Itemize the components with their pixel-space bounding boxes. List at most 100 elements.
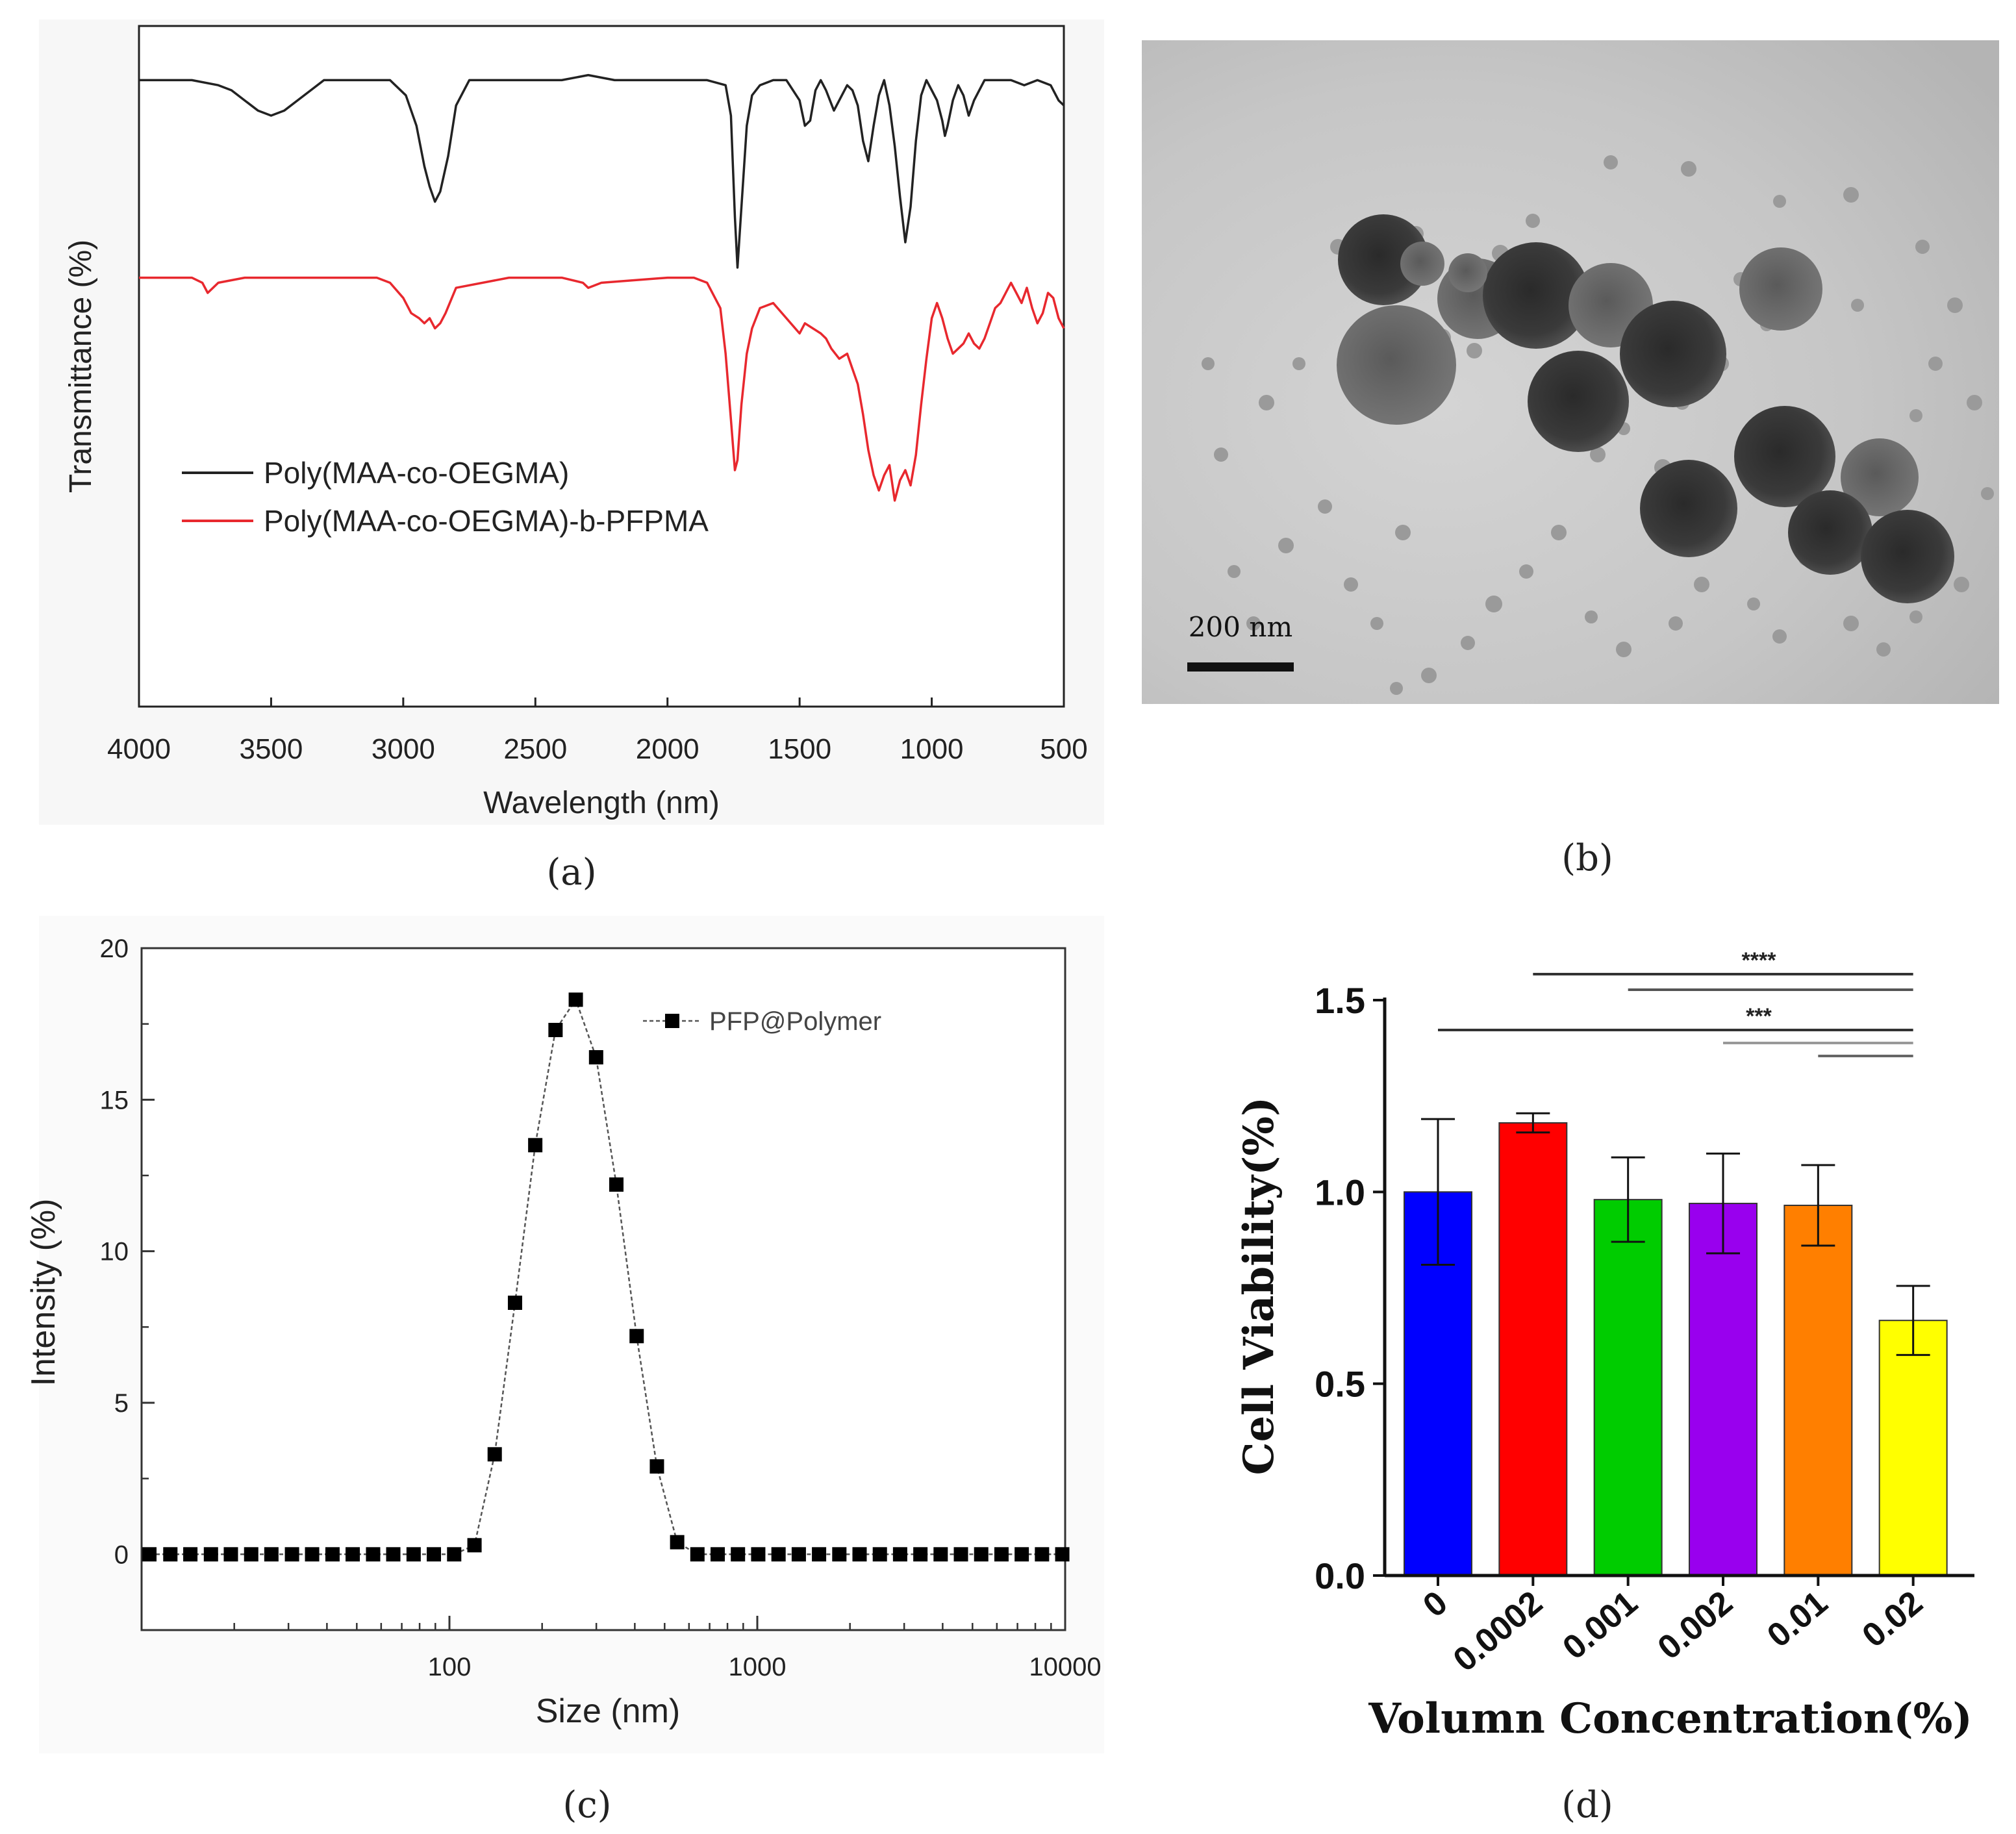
small-particle — [1344, 577, 1358, 592]
x-tick-label: 4000 — [107, 733, 171, 765]
panel-a-ftir-chart: 4000 3500 3000 2500 2000 1500 1000 500 Poly(MAA… — [39, 19, 1104, 894]
small-particle — [1370, 617, 1383, 630]
data-point — [305, 1547, 320, 1562]
data-point — [183, 1547, 198, 1562]
data-point — [812, 1547, 827, 1562]
data-point — [994, 1547, 1009, 1562]
panel-a-x-axis-label: Wavelength (nm) — [483, 786, 720, 820]
small-particle — [1909, 610, 1922, 623]
data-point — [366, 1547, 381, 1562]
panel-b-tem-image: 200 nm (b) — [1142, 40, 1999, 879]
x-tick-label: 10000 — [1029, 1653, 1101, 1681]
data-point — [872, 1547, 887, 1562]
y-tick-label: 0.0 — [1315, 1555, 1365, 1596]
data-point — [609, 1177, 624, 1192]
small-particle — [1694, 577, 1709, 592]
small-particle — [1928, 357, 1943, 371]
small-particle — [1590, 447, 1606, 462]
data-point — [913, 1547, 928, 1562]
y-tick-label: 0.5 — [1315, 1364, 1365, 1405]
y-tick-label: 0 — [114, 1540, 129, 1569]
large-particle — [1788, 490, 1872, 575]
small-particle — [1421, 668, 1437, 683]
small-particle — [1616, 642, 1632, 657]
small-particle — [1954, 577, 1969, 592]
x-tick-label: 1000 — [900, 733, 964, 765]
data-point — [223, 1547, 238, 1562]
y-tick-label: 1.5 — [1315, 980, 1365, 1021]
data-point — [852, 1547, 867, 1562]
x-tick-label-0.01: 0.01 — [1760, 1584, 1835, 1655]
y-tick-label: 20 — [100, 935, 129, 963]
large-particle — [1448, 253, 1487, 292]
small-particle — [1585, 610, 1598, 623]
small-particle — [1981, 487, 1994, 500]
small-particle — [1915, 240, 1930, 254]
small-particle — [1461, 636, 1475, 650]
small-particle — [1947, 297, 1963, 313]
data-point — [284, 1547, 299, 1562]
x-tick-label-0: 0 — [1416, 1584, 1454, 1625]
data-point — [649, 1459, 664, 1474]
data-point — [791, 1547, 806, 1562]
panel-d-x-axis-label: Volumn Concentration(%) — [1368, 1694, 1972, 1743]
data-point — [953, 1547, 968, 1562]
x-tick-label-0.002: 0.002 — [1651, 1584, 1740, 1667]
small-particle — [1228, 565, 1241, 578]
data-point — [832, 1547, 847, 1562]
small-particle — [1909, 409, 1922, 422]
small-particle — [1526, 214, 1540, 228]
small-particle — [1843, 187, 1859, 203]
data-point — [244, 1547, 258, 1562]
panel-c-y-axis-label: Intensity (%) — [25, 1199, 62, 1387]
data-point — [731, 1547, 746, 1562]
large-particle — [1734, 406, 1835, 507]
data-point — [487, 1447, 502, 1462]
data-point — [629, 1329, 644, 1344]
small-particle — [1202, 357, 1215, 370]
x-tick-label-0.0002: 0.0002 — [1446, 1584, 1550, 1679]
small-particle — [1669, 616, 1683, 631]
x-tick-label: 500 — [1040, 733, 1087, 765]
x-tick-label-0.02: 0.02 — [1856, 1584, 1930, 1655]
scale-bar-label: 200 nm — [1189, 611, 1292, 643]
large-particle — [1841, 438, 1919, 516]
legend-label-1: Poly(MAA-co-OEGMA) — [264, 456, 569, 490]
small-particle — [1843, 616, 1859, 631]
panel-d-viability-chart: ******* 0.00.51.01.500.0002 0.001 0.002 0.0… — [1235, 948, 1974, 1826]
data-point — [933, 1547, 948, 1562]
small-particle — [1851, 299, 1864, 312]
data-point — [892, 1547, 907, 1562]
data-point — [1014, 1547, 1029, 1562]
bar-0.0002 — [1498, 1122, 1568, 1576]
small-particle — [1773, 195, 1786, 208]
large-nanoparticles — [1337, 214, 1954, 603]
panel-a-y-axis-label: Transmittance (%) — [64, 240, 98, 493]
spectrum-line-2 — [139, 276, 1065, 502]
significance-label-1: **** — [1742, 948, 1777, 973]
spectrum-line-1 — [139, 73, 1065, 269]
small-particle — [1772, 629, 1787, 644]
bar-0.01 — [1783, 1205, 1853, 1577]
small-particle — [1485, 596, 1502, 612]
legend-marker — [665, 1014, 679, 1028]
large-particle — [1739, 247, 1822, 331]
data-point — [163, 1547, 178, 1562]
small-particle — [1278, 538, 1294, 553]
x-tick-label: 1500 — [768, 733, 831, 765]
x-tick-label: 2500 — [503, 733, 567, 765]
large-particle — [1620, 301, 1726, 407]
data-point — [447, 1547, 462, 1562]
data-point — [203, 1547, 218, 1562]
bar-0.02 — [1878, 1320, 1948, 1576]
y-tick-label: 1.0 — [1315, 1172, 1365, 1212]
small-particle — [1259, 395, 1274, 410]
small-particle — [1467, 343, 1482, 358]
panel-b-caption: (b) — [1561, 837, 1613, 879]
small-particle — [1292, 357, 1305, 370]
data-point — [588, 1050, 603, 1064]
y-tick-label: 10 — [100, 1238, 129, 1266]
small-particle — [1395, 525, 1411, 540]
small-particle — [1551, 525, 1567, 540]
data-point — [690, 1547, 705, 1562]
